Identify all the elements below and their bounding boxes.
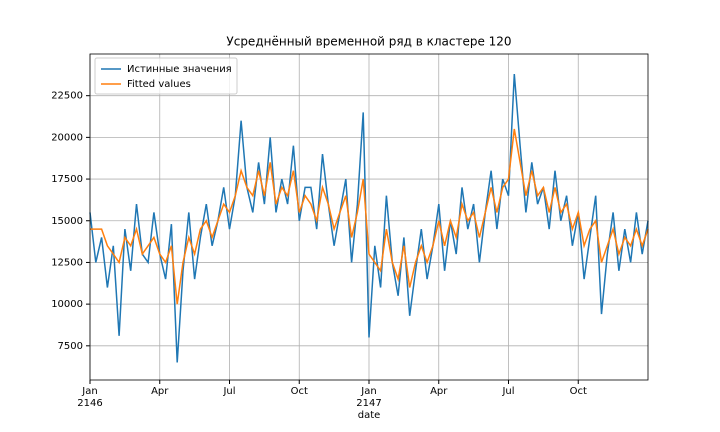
- plot-frame: [89, 53, 649, 381]
- x-tick-label: Oct: [569, 386, 587, 397]
- y-tick-label: 12500: [51, 257, 83, 268]
- data-line: [89, 73, 649, 363]
- data-line: [90, 128, 649, 305]
- x-tick-label: Jan 2146: [77, 386, 103, 409]
- y-tick-label: 7500: [58, 341, 83, 352]
- y-tick-label: 20000: [51, 132, 83, 143]
- y-tick-label: 10000: [51, 299, 83, 310]
- y-tick-label: 17500: [51, 174, 83, 185]
- y-tick-label: 22500: [51, 91, 83, 102]
- chart-title: Усреднённый временной ряд в кластере 120: [226, 35, 511, 49]
- x-tick-label: Apr: [430, 386, 448, 397]
- legend-box: [94, 57, 238, 95]
- x-tick-label: Apr: [151, 386, 169, 397]
- y-tick-label: 15000: [51, 216, 83, 227]
- x-tick-label: Jan 2147: [356, 386, 382, 409]
- x-tick-label: Oct: [290, 386, 308, 397]
- x-tick-label: Jul: [223, 386, 236, 397]
- x-axis-label: date: [358, 410, 381, 421]
- legend-label: Fitted values: [127, 79, 191, 90]
- legend-label: Истинные значения: [127, 64, 232, 75]
- x-tick-label: Jul: [502, 386, 515, 397]
